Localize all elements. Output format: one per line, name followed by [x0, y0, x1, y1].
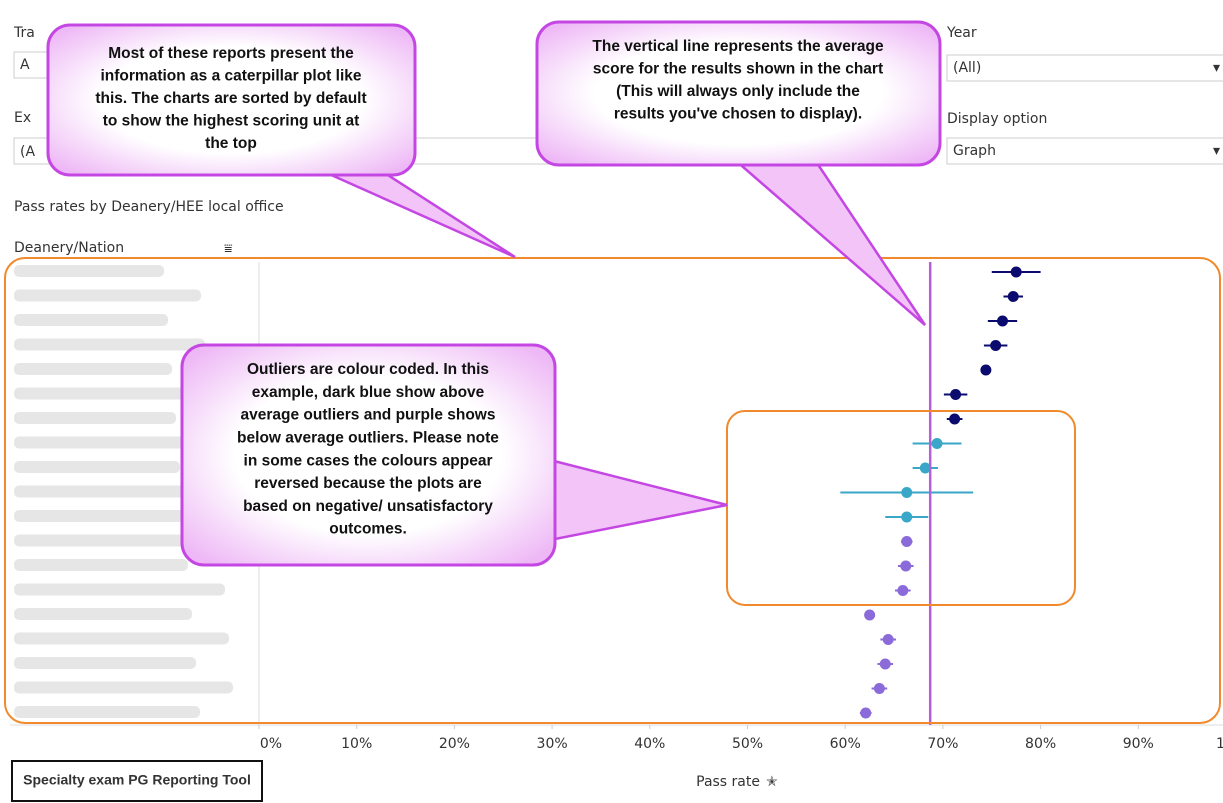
- blurred-label: [14, 510, 184, 522]
- x-tick-label: 50%: [732, 736, 763, 752]
- callout: Most of these reports present the informa…: [46, 23, 516, 259]
- x-tick-label: 30%: [537, 736, 568, 752]
- blurred-label: [14, 632, 229, 645]
- point: [864, 609, 876, 621]
- blurred-label: [14, 608, 192, 620]
- pin-icon[interactable]: ✭: [766, 774, 778, 790]
- callout-text: example, dark blue show above: [252, 384, 485, 401]
- chart-title: Pass rates by Deanery/HEE local office: [14, 199, 284, 215]
- point: [901, 536, 913, 547]
- callout: The vertical line represents the average…: [535, 20, 942, 326]
- callout-text: (This will always only include the: [616, 83, 860, 100]
- point: [897, 585, 909, 596]
- point: [879, 658, 891, 670]
- blurred-label: [14, 681, 233, 694]
- blurred-label: [14, 265, 164, 277]
- callout-text: reversed because the plots are: [254, 475, 482, 492]
- x-tick-label: 100%: [1216, 736, 1223, 752]
- point: [901, 487, 913, 498]
- dropdown-value: Graph: [953, 143, 996, 159]
- dropdown[interactable]: [946, 137, 1223, 165]
- point: [900, 560, 912, 572]
- x-tick-label: 70%: [927, 736, 958, 752]
- callout-text: score for the results shown in the chart: [593, 61, 883, 78]
- sort-icon[interactable]: ⩸: [224, 241, 233, 257]
- callout-text: this. The charts are sorted by default: [95, 90, 366, 107]
- callout-text: Most of these reports present the: [108, 45, 354, 62]
- blurred-label: [14, 559, 188, 571]
- point: [931, 438, 943, 449]
- x-tick-label: 60%: [830, 736, 861, 752]
- blurred-label: [14, 657, 196, 669]
- dropdown-value: (All): [953, 60, 981, 76]
- x-tick-label: 90%: [1123, 736, 1154, 752]
- blurred-label: [14, 289, 201, 302]
- callout-text: Outliers are colour coded. In this: [247, 361, 489, 378]
- filter-label: Display option: [947, 111, 1047, 127]
- callout-text: based on negative/ unsatisfactory: [243, 498, 493, 515]
- footer-box: [11, 760, 263, 802]
- point: [860, 707, 872, 719]
- point: [996, 315, 1008, 327]
- y-axis-label: Deanery/Nation: [14, 240, 124, 256]
- point: [949, 413, 961, 425]
- point: [882, 634, 894, 645]
- point: [919, 462, 931, 474]
- callout-text: information as a caterpillar plot like: [101, 68, 362, 85]
- dropdown[interactable]: [946, 54, 1223, 82]
- point: [950, 389, 962, 400]
- blurred-label: [14, 387, 209, 400]
- dropdown-arrow: ▾: [1213, 60, 1220, 76]
- blurred-label: [14, 485, 217, 498]
- callout-text: results you've chosen to display).: [614, 106, 862, 123]
- x-tick-label: 80%: [1025, 736, 1056, 752]
- blurred-labels: [14, 265, 233, 718]
- callout-text: to show the highest scoring unit at: [103, 113, 360, 130]
- blurred-label: [14, 534, 221, 547]
- blurred-label: [14, 363, 172, 375]
- callout-text: The vertical line represents the average: [592, 38, 884, 55]
- x-tick-label: 20%: [439, 736, 470, 752]
- filter-label: Year: [946, 25, 977, 41]
- filter-label: Ex: [14, 110, 31, 126]
- x-axis-label: Pass rate: [696, 774, 760, 790]
- blurred-label: [14, 314, 168, 326]
- blurred-label: [14, 461, 180, 473]
- callout-text: outcomes.: [329, 521, 407, 538]
- x-tick-label: 40%: [634, 736, 665, 752]
- point: [990, 340, 1002, 351]
- footer-title: Specialty exam PG Reporting Tool: [23, 772, 251, 788]
- highlight-frame: [726, 410, 1076, 606]
- point: [1007, 291, 1019, 302]
- point: [1010, 266, 1022, 278]
- point: [980, 364, 992, 376]
- dropdown-value: A: [20, 57, 30, 73]
- blurred-label: [14, 338, 205, 351]
- dropdown-value: (A: [20, 144, 35, 160]
- x-tick-label: 10%: [341, 736, 372, 752]
- callout-text: below average outliers. Please note: [237, 429, 499, 446]
- blurred-label: [14, 412, 176, 424]
- callout: Outliers are colour coded. In this exampl…: [180, 343, 728, 567]
- point: [901, 511, 913, 523]
- highlight-frame: [4, 257, 1221, 724]
- blurred-label: [14, 436, 213, 449]
- blurred-label: [14, 706, 200, 718]
- x-tick-label: 0%: [260, 736, 282, 752]
- plot: 0% 10% 20% 30% 40% 50% 60% 70% 80% 90% 100%: [10, 262, 1223, 752]
- callout-text: the top: [205, 135, 257, 152]
- point: [873, 683, 885, 694]
- blurred-label: [14, 583, 225, 596]
- callout-text: in some cases the colours appear: [244, 452, 493, 469]
- filter-label: Tra: [13, 25, 35, 41]
- callout-text: average outliers and purple shows: [241, 407, 496, 424]
- dropdown-arrow: ▾: [1213, 143, 1220, 159]
